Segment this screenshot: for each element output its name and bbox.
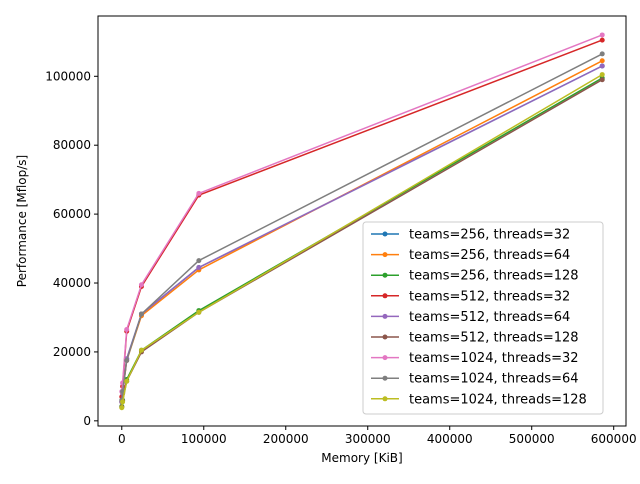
- data-point: [196, 190, 202, 196]
- legend-swatch-marker: [382, 252, 388, 258]
- data-point: [138, 347, 144, 353]
- data-point: [124, 327, 130, 333]
- data-point: [599, 32, 605, 38]
- x-axis-label: Memory [KiB]: [321, 451, 402, 465]
- legend-label: teams=512, threads=32: [409, 289, 570, 304]
- x-tick-label: 100000: [181, 432, 227, 446]
- legend-item: teams=256, threads=32: [371, 228, 570, 243]
- data-point: [138, 311, 144, 317]
- x-tick-label: 300000: [345, 432, 391, 446]
- x-tick-label: 600000: [591, 432, 637, 446]
- data-point: [599, 58, 605, 64]
- data-point: [599, 72, 605, 78]
- y-tick-label: 20000: [53, 345, 91, 359]
- x-tick-label: 500000: [509, 432, 555, 446]
- legend-label: teams=1024, threads=128: [409, 392, 587, 407]
- legend-label: teams=256, threads=128: [409, 269, 579, 284]
- legend-swatch-marker: [382, 334, 388, 340]
- plot-frame: [97, 15, 627, 427]
- y-tick-label: 0: [83, 414, 91, 428]
- data-point: [124, 378, 130, 384]
- legend-box: [362, 221, 604, 415]
- legend-swatch-marker: [382, 355, 388, 361]
- legend-label: teams=256, threads=32: [409, 228, 570, 243]
- legend-item: teams=1024, threads=128: [371, 392, 587, 407]
- y-axis-label: Performance [Mflop/s]: [15, 155, 29, 287]
- series-layer: [119, 32, 605, 411]
- legend-item: teams=256, threads=128: [371, 269, 579, 284]
- y-tick-label: 80000: [53, 138, 91, 152]
- y-tick-label: 60000: [53, 207, 91, 221]
- legend-label: teams=1024, threads=32: [409, 351, 579, 366]
- legend-item: teams=512, threads=32: [371, 289, 570, 304]
- data-point: [119, 405, 125, 411]
- legend-label: teams=1024, threads=64: [409, 372, 579, 387]
- data-point: [196, 265, 202, 271]
- series-9: [119, 72, 605, 411]
- legend-swatch-marker: [382, 272, 388, 278]
- x-tick-label: 200000: [263, 432, 309, 446]
- legend-swatch-marker: [382, 396, 388, 402]
- x-axis: 0 100000 200000 300000 400000 500000 600000: [118, 426, 637, 446]
- x-tick-label: 400000: [427, 432, 473, 446]
- data-point: [599, 37, 605, 43]
- y-tick-label: 40000: [53, 276, 91, 290]
- y-axis: 0 20000 40000 60000 80000 100000: [45, 69, 98, 428]
- data-point: [138, 282, 144, 288]
- legend-label: teams=512, threads=128: [409, 331, 579, 346]
- legend-item: teams=256, threads=64: [371, 248, 570, 263]
- data-point: [120, 399, 126, 405]
- data-point: [599, 63, 605, 69]
- legend-swatch-marker: [382, 293, 388, 299]
- x-tick-label: 0: [118, 432, 126, 446]
- data-point: [124, 358, 130, 364]
- legend-item: teams=512, threads=64: [371, 310, 570, 325]
- legend-item: teams=1024, threads=32: [371, 351, 579, 366]
- legend-swatch-marker: [382, 313, 388, 319]
- legend-swatch-marker: [382, 375, 388, 381]
- legend: teams=256, threads=32 teams=256, threads=…: [362, 221, 604, 415]
- y-tick-label: 100000: [45, 69, 91, 83]
- data-point: [599, 77, 605, 83]
- legend-item: teams=512, threads=128: [371, 331, 579, 346]
- data-point: [599, 51, 605, 57]
- data-point: [196, 258, 202, 264]
- legend-label: teams=512, threads=64: [409, 310, 570, 325]
- legend-swatch-marker: [382, 231, 388, 237]
- legend-item: teams=1024, threads=64: [371, 372, 579, 387]
- data-point: [196, 309, 202, 315]
- legend-label: teams=256, threads=64: [409, 248, 570, 263]
